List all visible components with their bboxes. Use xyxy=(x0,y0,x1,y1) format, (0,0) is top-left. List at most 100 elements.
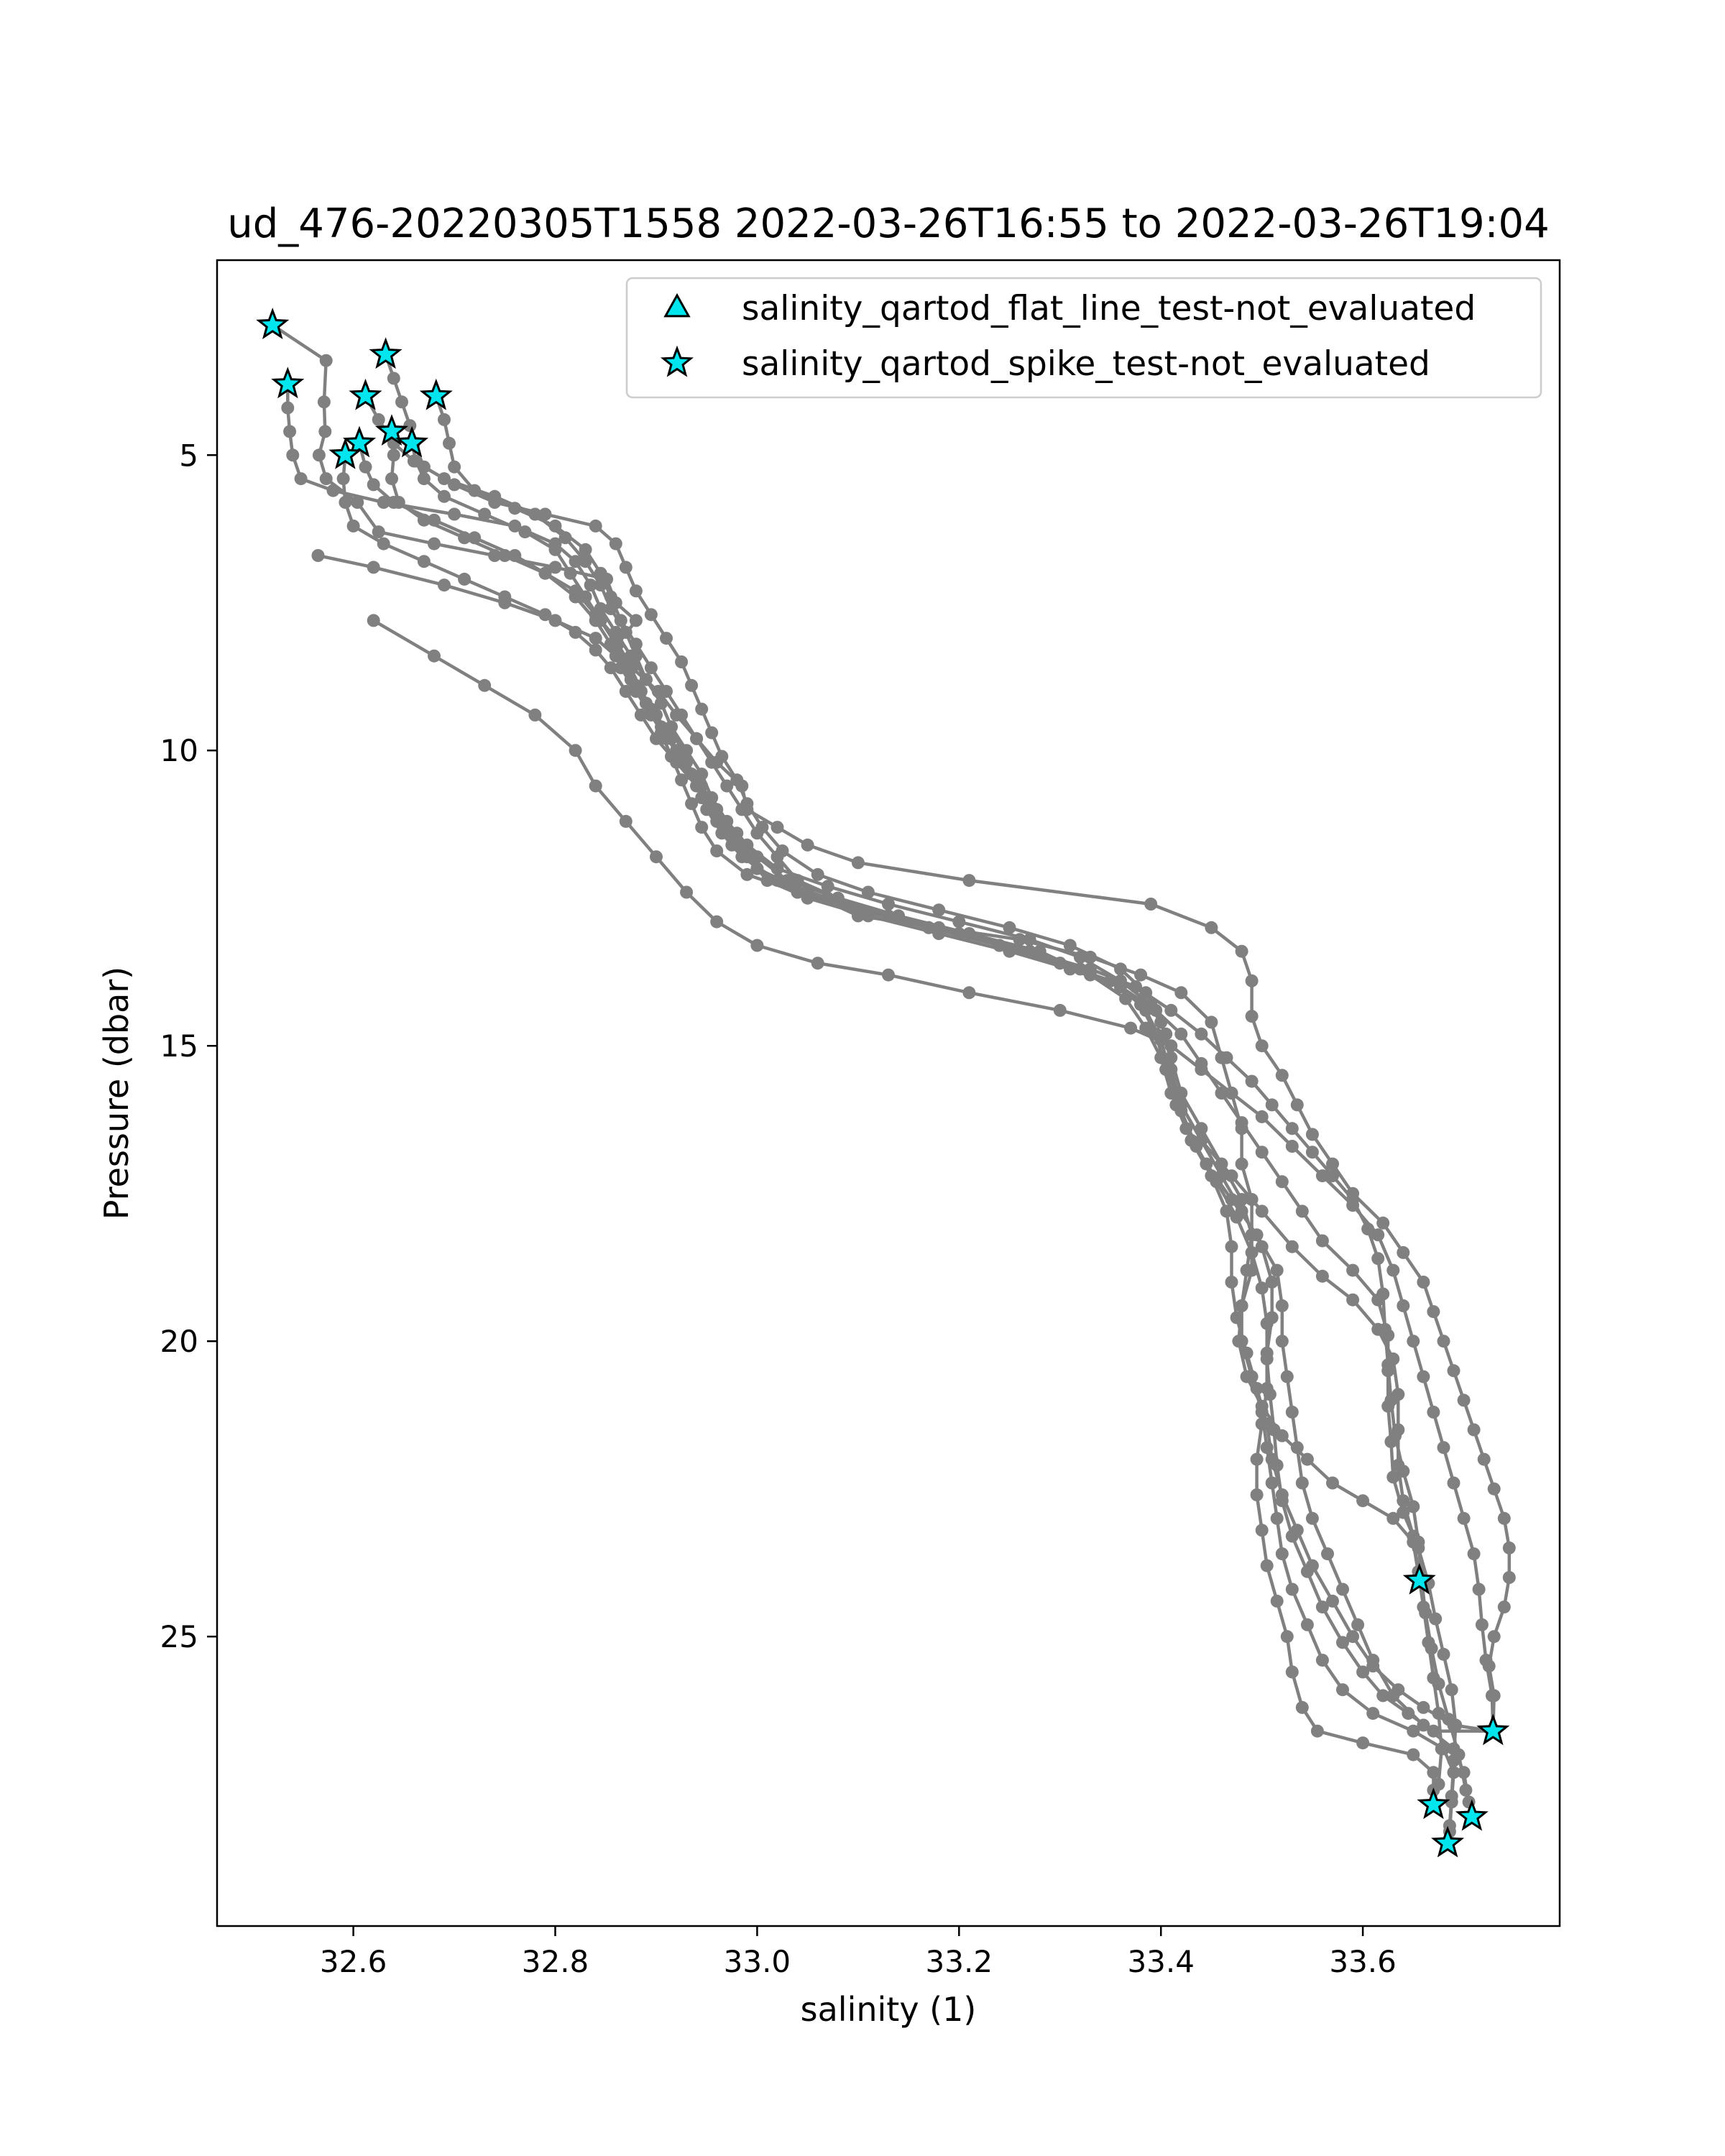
data-point xyxy=(624,661,638,675)
data-point xyxy=(1205,921,1218,934)
data-point xyxy=(1114,980,1127,993)
data-point xyxy=(1270,1263,1284,1277)
data-point xyxy=(1149,1003,1163,1017)
data-point xyxy=(660,632,673,645)
data-point xyxy=(1139,1021,1153,1035)
data-point xyxy=(1225,1240,1238,1253)
spike-flag-star-marker xyxy=(1402,1562,1436,1595)
legend-star-icon xyxy=(660,345,694,377)
data-point xyxy=(1164,1039,1178,1053)
data-point xyxy=(377,537,390,550)
data-point xyxy=(685,768,699,781)
data-point xyxy=(1255,1204,1269,1218)
data-point xyxy=(609,537,622,550)
data-point xyxy=(1275,1335,1289,1348)
data-point xyxy=(675,708,689,722)
data-point xyxy=(1290,1441,1304,1455)
data-point xyxy=(1417,1370,1430,1383)
data-point xyxy=(882,968,895,982)
data-point xyxy=(710,915,724,929)
data-point xyxy=(1255,1240,1269,1253)
data-point xyxy=(1164,1003,1178,1017)
data-point xyxy=(1104,974,1117,987)
data-point xyxy=(634,685,648,698)
profile-line-7 xyxy=(390,431,1458,1844)
data-point xyxy=(294,472,308,486)
data-point xyxy=(750,826,764,840)
data-point xyxy=(619,814,632,828)
data-point xyxy=(861,909,875,923)
data-point xyxy=(962,874,976,888)
data-point xyxy=(660,685,673,698)
data-point xyxy=(498,549,512,562)
data-point xyxy=(1371,1252,1385,1266)
data-point xyxy=(318,425,332,438)
data-point xyxy=(1397,1465,1410,1478)
data-point xyxy=(1270,1511,1284,1525)
data-point xyxy=(579,590,592,604)
data-point xyxy=(1250,1382,1264,1395)
data-point xyxy=(1159,1063,1173,1077)
data-point xyxy=(1425,1641,1438,1655)
data-point xyxy=(1285,1405,1299,1419)
data-point xyxy=(1371,1228,1385,1242)
data-point xyxy=(1225,1087,1238,1100)
y-tick-label: 20 xyxy=(160,1324,198,1359)
data-point xyxy=(690,779,704,793)
data-point xyxy=(458,531,472,545)
data-point xyxy=(1467,1547,1481,1561)
data-point xyxy=(1245,1370,1259,1383)
data-point xyxy=(1407,1500,1420,1514)
data-point xyxy=(1419,1606,1432,1620)
data-point xyxy=(518,525,532,539)
data-point xyxy=(1305,1146,1319,1159)
data-point xyxy=(750,862,764,875)
data-point xyxy=(589,632,602,645)
data-point xyxy=(1402,1707,1415,1720)
data-point xyxy=(569,555,582,568)
data-point xyxy=(1381,1358,1395,1372)
data-point xyxy=(1321,1547,1334,1561)
data-point xyxy=(1346,1293,1360,1307)
data-point xyxy=(1003,921,1016,934)
data-point xyxy=(1245,1245,1259,1259)
data-point xyxy=(594,566,607,580)
legend-entry-label: salinity_qartod_flat_line_test-not_evalu… xyxy=(742,289,1476,328)
data-point xyxy=(720,779,734,793)
data-point xyxy=(417,513,431,527)
data-point xyxy=(1245,1010,1259,1023)
chart-title: ud_476-20220305T1558 2022-03-26T16:55 to… xyxy=(227,201,1550,247)
data-point xyxy=(1134,968,1148,982)
data-point xyxy=(1326,1594,1339,1608)
spike-flag-star-marker xyxy=(395,425,429,458)
data-point xyxy=(478,507,492,521)
data-point xyxy=(1235,1157,1248,1171)
data-point xyxy=(609,649,622,663)
y-tick-label: 10 xyxy=(160,733,198,768)
data-point xyxy=(367,561,380,574)
data-point xyxy=(1033,944,1046,958)
data-point xyxy=(1467,1423,1481,1437)
data-point xyxy=(594,614,607,627)
data-point xyxy=(715,750,729,763)
data-point xyxy=(735,803,749,816)
data-point xyxy=(1260,1441,1274,1455)
data-point xyxy=(448,478,461,492)
data-point xyxy=(811,867,824,881)
data-point xyxy=(750,939,764,952)
data-point xyxy=(336,472,350,486)
data-point xyxy=(1260,1352,1274,1365)
profile-points xyxy=(266,318,1516,1850)
data-point xyxy=(1295,1700,1309,1714)
data-point xyxy=(1255,1524,1269,1537)
spike-flag-star-marker xyxy=(342,425,377,458)
data-point xyxy=(443,436,456,450)
data-point xyxy=(1445,1789,1458,1803)
spike-flag-markers xyxy=(256,308,1510,1858)
data-point xyxy=(624,673,638,686)
data-point xyxy=(685,678,699,692)
data-point xyxy=(1356,1736,1370,1750)
data-point xyxy=(1195,1063,1208,1077)
data-point xyxy=(1260,1417,1274,1431)
data-point xyxy=(311,549,325,562)
